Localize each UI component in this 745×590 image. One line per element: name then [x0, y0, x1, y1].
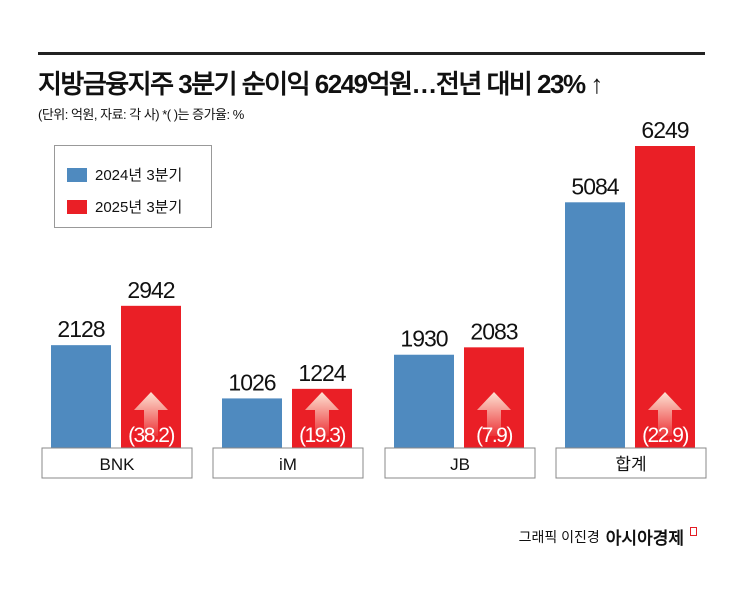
data-label: 1930 [400, 326, 447, 352]
data-label: 1026 [228, 369, 275, 395]
credit: 그래픽 이진경 아시아경제 [519, 524, 697, 549]
legend-swatch [67, 199, 87, 214]
category-box [555, 447, 707, 479]
category-box [212, 447, 364, 479]
category-label: 합계 [615, 455, 646, 474]
legend-label: 2024년 3분기 [95, 167, 183, 184]
data-label: 2128 [57, 316, 104, 342]
up-arrow-icon [305, 392, 339, 436]
data-label: 2942 [127, 277, 174, 303]
category-label: BNK [100, 455, 136, 474]
legend-item-2024: 2024년 3분기 [67, 164, 182, 185]
bar-iM-0 [222, 398, 282, 448]
legend: 2024년 3분기 2025년 3분기 [54, 145, 212, 228]
up-arrow-icon [477, 392, 511, 436]
growth-label: (7.9) [476, 424, 512, 447]
logo-mark-icon [690, 527, 697, 536]
category-box [384, 447, 536, 479]
legend-item-2025: 2025년 3분기 [67, 196, 182, 217]
bar-합계-0 [565, 202, 625, 448]
data-label: 2083 [470, 318, 517, 344]
up-arrow-icon [648, 392, 682, 436]
growth-label: (22.9) [642, 424, 688, 447]
data-label: 1224 [298, 360, 346, 386]
chart-subtitle: (단위: 억원, 자료: 각 사) *( )는 증가율: % [38, 107, 244, 122]
category-label: iM [279, 455, 297, 474]
growth-label: (38.2) [128, 424, 174, 447]
byline: 그래픽 이진경 [518, 528, 600, 545]
chart-title: 지방금융지주 3분기 순이익 6249억원…전년 대비 23% ↑ [38, 69, 603, 99]
data-label: 6249 [641, 117, 688, 143]
category-label: JB [450, 455, 470, 474]
bar-BNK-0 [51, 345, 111, 448]
top-rule [38, 52, 705, 55]
bar-JB-0 [394, 354, 454, 448]
growth-label: (19.3) [299, 424, 345, 447]
legend-swatch [67, 167, 87, 182]
category-box [41, 447, 193, 479]
data-label: 5084 [571, 173, 619, 199]
up-arrow-icon [134, 392, 168, 436]
legend-label: 2025년 3분기 [95, 199, 183, 216]
publisher-logo: 아시아경제 [605, 529, 684, 548]
